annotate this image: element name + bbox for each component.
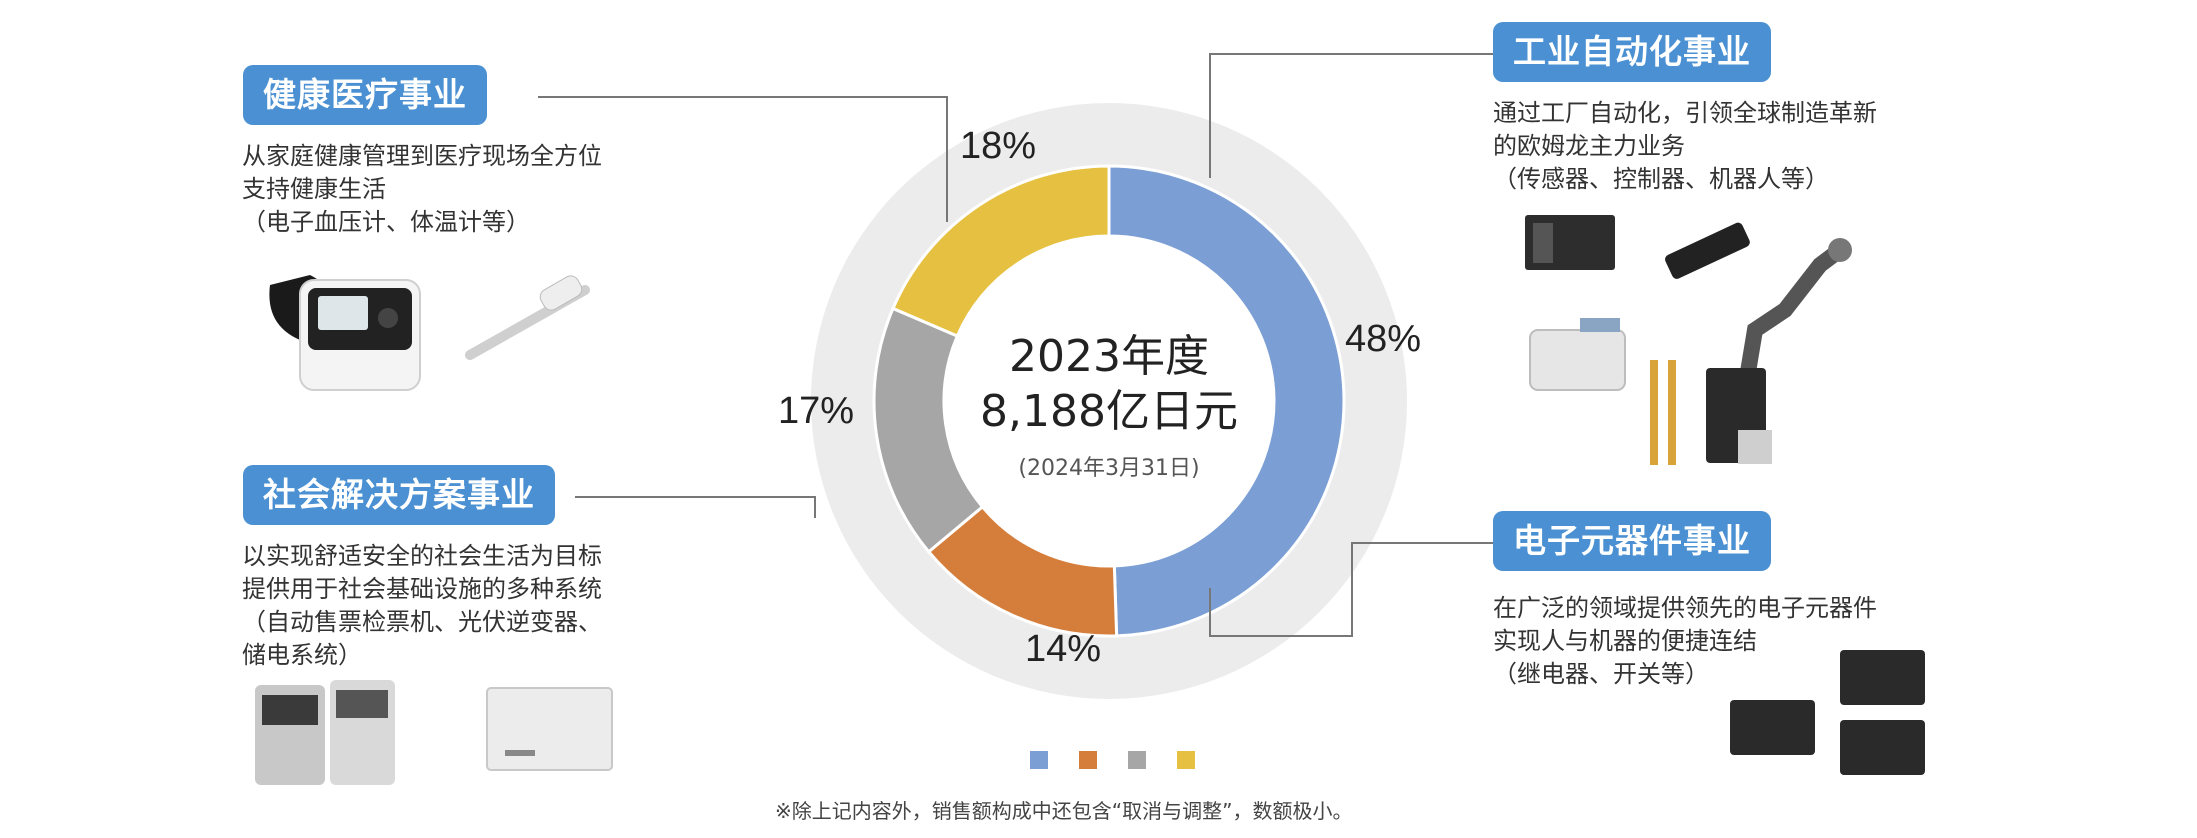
segment-desc-health: 从家庭健康管理到医疗现场全方位 支持健康生活 （电子血压计、体温计等） bbox=[242, 140, 602, 239]
segment-desc-line: 提供用于社会基础设施的多种系统 bbox=[242, 575, 602, 603]
pct-label-social: 17% bbox=[778, 390, 855, 432]
pct-label-health: 18% bbox=[960, 125, 1037, 167]
center-year: 2023年度 bbox=[1009, 331, 1209, 382]
donut-hole bbox=[944, 236, 1274, 566]
connector-device bbox=[1209, 542, 1493, 637]
center-amount: 8,188亿日元 bbox=[980, 386, 1238, 437]
segment-desc-line: （传感器、控制器、机器人等） bbox=[1493, 165, 1829, 193]
segment-desc-line: （自动售票检票机、光伏逆变器、 bbox=[242, 608, 602, 636]
segment-desc-line: 以实现舒适安全的社会生活为目标 bbox=[242, 542, 602, 570]
thermometer-image bbox=[465, 275, 590, 360]
segment-desc-line: （继电器、开关等） bbox=[1493, 660, 1709, 688]
segment-desc-line: 的欧姆龙主力业务 bbox=[1493, 132, 1685, 160]
center-date: (2024年3月31日) bbox=[1018, 456, 1200, 481]
segment-desc-line: 从家庭健康管理到医疗现场全方位 bbox=[242, 142, 602, 170]
segment-desc-line: 通过工厂自动化，引领全球制造革新 bbox=[1493, 99, 1877, 127]
legend-swatch-social bbox=[1128, 751, 1146, 769]
inverter-image bbox=[486, 687, 613, 771]
footnote: ※除上记内容外，销售额构成中还包含“取消与调整”，数额极小。 bbox=[775, 799, 1353, 823]
segment-tag-health: 健康医疗事业 bbox=[243, 65, 487, 125]
connector-industrial bbox=[1209, 53, 1493, 178]
industrial-products-image bbox=[1525, 215, 1852, 465]
legend-swatch-device bbox=[1079, 751, 1097, 769]
segment-tag-device: 电子元器件事业 bbox=[1493, 511, 1771, 571]
segment-desc-line: 支持健康生活 bbox=[242, 175, 386, 203]
connector-health bbox=[538, 96, 948, 222]
relay-products-image bbox=[1730, 650, 1925, 775]
segment-desc-social: 以实现舒适安全的社会生活为目标 提供用于社会基础设施的多种系统 （自动售票检票机… bbox=[242, 540, 602, 672]
segment-desc-line: （电子血压计、体温计等） bbox=[242, 208, 530, 236]
segment-desc-device: 在广泛的领域提供领先的电子元器件 实现人与机器的便捷连结 （继电器、开关等） bbox=[1493, 592, 1877, 691]
segment-tag-industrial: 工业自动化事业 bbox=[1493, 22, 1771, 82]
segment-desc-line: 在广泛的领域提供领先的电子元器件 bbox=[1493, 594, 1877, 622]
connector-social bbox=[575, 496, 816, 518]
legend-swatch-industrial bbox=[1030, 751, 1048, 769]
ticket-gate-image bbox=[255, 680, 395, 785]
segment-tag-social: 社会解决方案事业 bbox=[243, 465, 555, 525]
segment-desc-line: 实现人与机器的便捷连结 bbox=[1493, 627, 1757, 655]
blood-pressure-monitor-image bbox=[269, 275, 421, 391]
segment-desc-industrial: 通过工厂自动化，引领全球制造革新 的欧姆龙主力业务 （传感器、控制器、机器人等） bbox=[1493, 97, 1877, 196]
legend-swatch-health bbox=[1177, 751, 1195, 769]
pct-label-device: 14% bbox=[1025, 628, 1102, 670]
pct-label-industrial: 48% bbox=[1345, 318, 1422, 360]
segment-desc-line: 储电系统） bbox=[242, 641, 362, 669]
